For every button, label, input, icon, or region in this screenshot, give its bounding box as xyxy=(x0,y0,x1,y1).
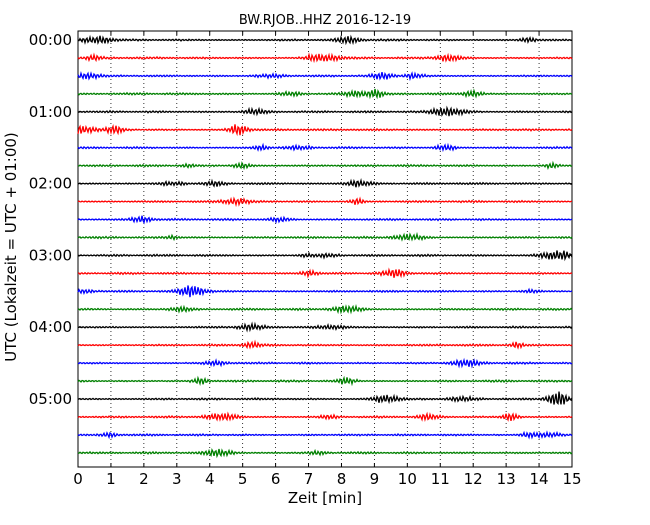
x-tick-label: 14 xyxy=(530,470,549,488)
y-tick-label: 05:00 xyxy=(29,390,72,408)
x-tick-label: 5 xyxy=(238,470,248,488)
seismic-trace xyxy=(77,447,573,459)
y-axis-label: UTC (Lokalzeit = UTC + 01:00) xyxy=(2,132,20,362)
x-tick-label: 2 xyxy=(139,470,149,488)
x-tick-label: 3 xyxy=(172,470,182,488)
seismic-trace xyxy=(77,285,573,298)
x-axis-ticks: 0 1 2 3 4 5 6 7 8 9 10 11 12 13 14 15 xyxy=(73,31,582,488)
x-axis-label: Zeit [min] xyxy=(288,489,362,507)
chart-title: BW.RJOB..HHZ 2016-12-19 xyxy=(239,13,411,28)
x-tick-label: 15 xyxy=(562,470,581,488)
seismic-trace xyxy=(77,124,573,137)
seismic-trace xyxy=(77,321,573,333)
seismic-trace xyxy=(77,105,573,118)
seismic-trace xyxy=(77,177,573,188)
x-tick-label: 9 xyxy=(370,470,380,488)
x-tick-label: 12 xyxy=(464,470,483,488)
x-tick-label: 8 xyxy=(337,470,347,488)
y-tick-label: 01:00 xyxy=(29,103,72,121)
seismic-trace xyxy=(77,142,573,153)
x-tick-label: 4 xyxy=(205,470,215,488)
grid-layer xyxy=(110,31,540,467)
seismic-trace xyxy=(77,231,573,242)
y-axis-ticks: 00:00 01:00 02:00 03:00 04:00 05:00 xyxy=(29,31,572,408)
x-tick-label: 6 xyxy=(271,470,281,488)
x-tick-label: 0 xyxy=(73,470,83,488)
seismic-trace xyxy=(77,250,573,262)
seismic-trace xyxy=(77,430,573,440)
x-tick-label: 10 xyxy=(398,470,417,488)
seismic-trace xyxy=(77,196,573,208)
x-tick-label: 13 xyxy=(497,470,516,488)
traces-layer xyxy=(77,34,573,459)
y-tick-label: 00:00 xyxy=(29,31,72,49)
seismic-trace xyxy=(77,88,573,100)
y-tick-label: 02:00 xyxy=(29,175,72,193)
y-tick-label: 04:00 xyxy=(29,318,72,336)
seismic-trace xyxy=(77,375,573,387)
seismic-trace xyxy=(77,34,573,46)
seismic-trace xyxy=(77,71,573,82)
seismic-trace xyxy=(77,267,573,279)
x-tick-label: 1 xyxy=(106,470,116,488)
seismic-trace xyxy=(77,303,573,315)
seismic-trace xyxy=(77,391,573,405)
seismic-trace xyxy=(77,160,573,171)
seismic-trace xyxy=(77,339,573,350)
seismic-trace xyxy=(77,215,573,225)
x-tick-label: 7 xyxy=(304,470,314,488)
x-tick-label: 11 xyxy=(431,470,450,488)
seismic-trace xyxy=(77,357,573,369)
seismic-trace xyxy=(77,411,573,422)
seismic-trace xyxy=(77,52,573,64)
plot-frame xyxy=(77,30,573,468)
y-tick-label: 03:00 xyxy=(29,246,72,264)
